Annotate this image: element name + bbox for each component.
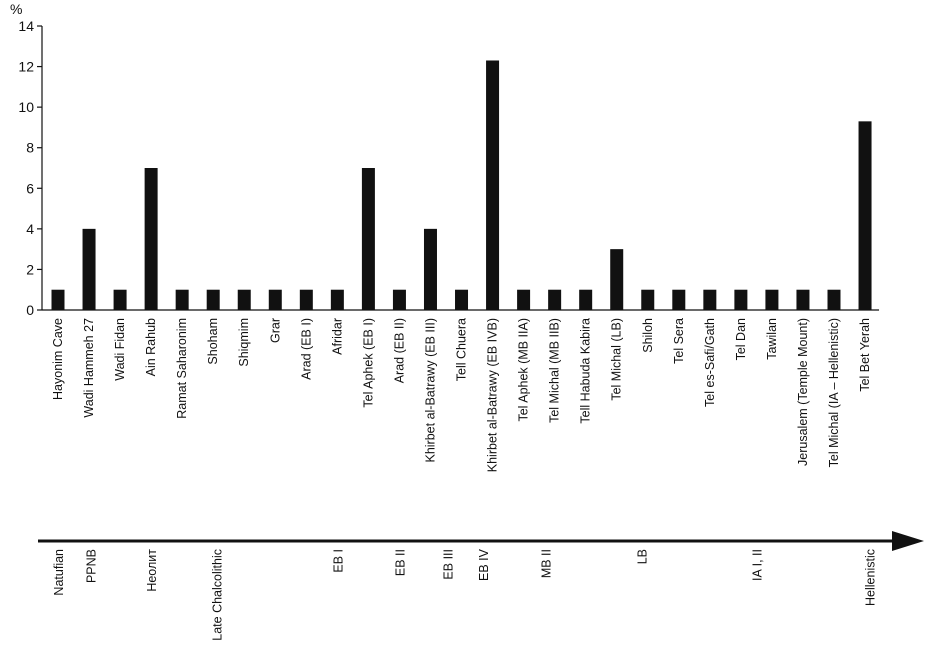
y-tick-label: 4 [26,221,34,237]
category-label: Grar [268,318,282,343]
period-label: EB II [393,549,407,576]
bar [548,289,562,310]
bar [486,60,500,310]
category-label: Tel Michal (IA – Hellenistic) [827,318,841,467]
bar [113,289,127,310]
period-label: EB I [331,549,345,573]
y-tick-label: 14 [18,18,34,34]
bar [672,289,686,310]
bar [858,121,872,310]
bar [641,289,655,310]
y-tick-label: 0 [26,302,34,318]
y-tick-label: 2 [26,261,34,277]
category-label: Wadi Fidan [113,318,127,381]
bar [82,228,96,310]
category-label: Tel Sera [672,318,686,364]
period-timeline: Natufian PPNB Неолит Late Chalcolithic EB I E… [38,531,924,641]
category-label: Ain Rahub [144,318,158,376]
category-label: Tawilan [765,318,779,360]
bar [827,289,841,310]
bar [517,289,531,310]
bar [734,289,748,310]
period-label: EB III [442,549,456,580]
bar [51,289,65,310]
category-label: Tel Bet Yerah [858,318,872,392]
bar [237,289,251,310]
bar [796,289,810,310]
bar [299,289,313,310]
bar [144,168,158,310]
bar [455,289,469,310]
bar [361,168,375,310]
category-label: Khirbet al-Batrawy (EB IVB) [486,318,500,472]
period-label: IA I, II [750,549,764,581]
category-label: Tel es-Safi/Gath [703,318,717,407]
y-tick-label: 10 [18,99,34,115]
category-label: Tel Dan [734,318,748,360]
period-label: EB IV [477,548,491,581]
category-label: Afridar [330,318,344,355]
period-label: PPNB [85,549,99,583]
bar [610,249,624,310]
period-label: MB II [539,549,553,578]
period-label: Late Chalcolithic [210,549,224,641]
category-label: Shiloh [641,318,655,353]
bar [268,289,282,310]
category-label: Tel Aphek (EB I) [361,318,375,408]
category-label: Shiqmim [237,318,251,367]
category-label: Tel Michal (LB) [610,318,624,401]
category-labels: Hayonim Cave Wadi Hammeh 27 Wadi Fidan Ain … [51,318,872,472]
bar [175,289,189,310]
bars [51,60,872,310]
period-label: Неолит [145,549,159,592]
category-label: Khirbet al-Batrawy (EB III) [423,318,437,463]
category-label: Arad (EB II) [392,318,406,383]
bar [579,289,593,310]
y-unit-label: % [10,1,22,17]
bar [703,289,717,310]
category-label: Tel Aphek (MB IIA) [517,318,531,422]
bar [423,228,437,310]
period-label: LB [636,549,650,564]
category-label: Wadi Hammeh 27 [82,318,96,418]
y-tick-label: 6 [26,180,34,196]
y-tick-label: 8 [26,140,34,156]
category-label: Arad (EB I) [299,318,313,380]
category-label: Hayonim Cave [51,318,65,400]
y-tick-label: 12 [18,59,34,75]
category-label: Tell Habuda Kabira [579,318,593,424]
category-label: Shoham [206,318,220,365]
bar [392,289,406,310]
period-label: Natufian [52,549,66,596]
bar [206,289,220,310]
category-label: Ramat Saharonim [175,318,189,419]
category-label: Tel Michal (MB IIB) [548,318,562,423]
timeline-arrow-head [892,531,924,551]
category-label: Jerusalem (Temple Mount) [796,318,810,466]
period-label: Hellenistic [864,549,878,606]
category-label: Tell Chuera [455,318,469,381]
bar [330,289,344,310]
bar [765,289,779,310]
